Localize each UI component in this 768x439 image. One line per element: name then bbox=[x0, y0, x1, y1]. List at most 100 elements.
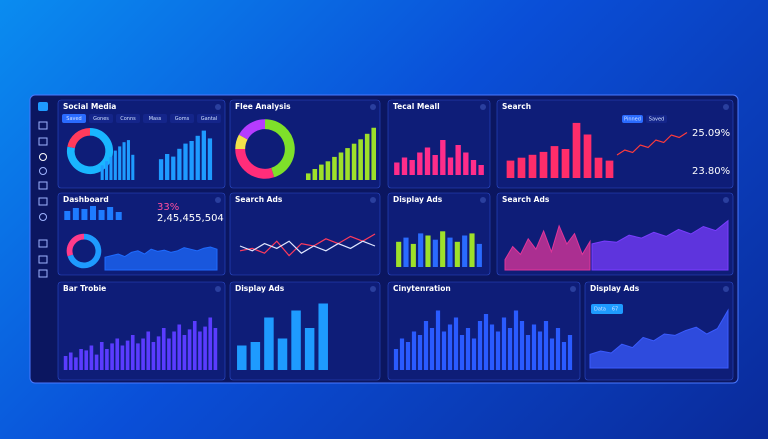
bar bbox=[495, 331, 501, 370]
panel-title: Flee Analysis bbox=[235, 102, 291, 111]
bar bbox=[177, 148, 182, 180]
bar bbox=[126, 140, 130, 180]
bar bbox=[525, 335, 531, 370]
bar bbox=[63, 356, 68, 370]
panel-menu[interactable] bbox=[480, 197, 486, 203]
panel-menu[interactable] bbox=[370, 104, 376, 110]
panel-menu[interactable] bbox=[723, 286, 729, 292]
nav-icon[interactable] bbox=[38, 269, 48, 278]
bar bbox=[110, 343, 114, 370]
nav-icon[interactable] bbox=[39, 153, 47, 161]
panel-title: Tecal Meall bbox=[393, 102, 440, 111]
tab-button[interactable] bbox=[170, 114, 194, 123]
panel-menu[interactable] bbox=[215, 197, 221, 203]
panel-title: Bar Trobie bbox=[63, 284, 106, 293]
bar bbox=[99, 342, 104, 370]
bar bbox=[122, 142, 126, 180]
bar bbox=[187, 329, 192, 370]
bar bbox=[478, 165, 484, 175]
panel bbox=[229, 192, 381, 276]
nav-icon[interactable] bbox=[38, 121, 48, 130]
bar bbox=[89, 345, 94, 370]
bar bbox=[141, 338, 145, 370]
bar bbox=[264, 317, 274, 370]
bar bbox=[423, 321, 429, 370]
panel-title: Search Ads bbox=[502, 195, 550, 204]
bar bbox=[115, 212, 122, 220]
bar bbox=[146, 331, 151, 370]
tab-button[interactable] bbox=[89, 114, 113, 123]
bar bbox=[440, 231, 446, 267]
logo bbox=[38, 102, 48, 111]
bar bbox=[513, 310, 519, 370]
nav-icon[interactable] bbox=[38, 255, 48, 264]
bar bbox=[506, 160, 515, 178]
donut-segment bbox=[66, 233, 85, 257]
donut-segment bbox=[235, 134, 248, 150]
bar bbox=[447, 157, 454, 175]
bar bbox=[418, 233, 424, 267]
bar bbox=[411, 331, 417, 370]
donut-segment bbox=[264, 119, 295, 178]
bar bbox=[435, 310, 441, 370]
panel bbox=[387, 192, 491, 276]
bar bbox=[432, 155, 438, 175]
bar bbox=[469, 233, 475, 267]
panel-menu[interactable] bbox=[480, 104, 486, 110]
bar bbox=[115, 338, 120, 370]
bar bbox=[237, 345, 247, 370]
panel-menu[interactable] bbox=[215, 104, 221, 110]
bar bbox=[165, 154, 170, 180]
bar bbox=[125, 340, 130, 370]
tab-button[interactable] bbox=[116, 114, 140, 123]
bar bbox=[105, 161, 109, 180]
bar bbox=[409, 160, 415, 175]
bar bbox=[120, 345, 125, 370]
panel-menu[interactable] bbox=[370, 197, 376, 203]
tab-button[interactable] bbox=[646, 115, 667, 123]
panel-menu[interactable] bbox=[370, 286, 376, 292]
tab-button[interactable] bbox=[62, 114, 86, 123]
bar bbox=[447, 237, 453, 267]
bar bbox=[203, 326, 207, 370]
nav-icon[interactable] bbox=[38, 239, 48, 248]
panel-menu[interactable] bbox=[215, 286, 221, 292]
sidebar bbox=[38, 102, 48, 278]
bar bbox=[470, 160, 477, 175]
bar bbox=[519, 321, 525, 370]
bar bbox=[371, 127, 377, 180]
tab-button[interactable] bbox=[143, 114, 167, 123]
bar bbox=[453, 317, 459, 370]
bar bbox=[167, 338, 171, 370]
bar bbox=[74, 357, 78, 370]
bar bbox=[399, 338, 405, 370]
nav-icon[interactable] bbox=[39, 167, 47, 175]
bar bbox=[81, 209, 88, 220]
panel-menu[interactable] bbox=[723, 104, 729, 110]
tab-button[interactable] bbox=[622, 115, 643, 123]
bar bbox=[539, 151, 548, 178]
nav-icon[interactable] bbox=[39, 213, 47, 221]
bar bbox=[213, 328, 218, 370]
panel bbox=[57, 99, 226, 189]
bar bbox=[207, 138, 213, 180]
panel-menu[interactable] bbox=[570, 286, 576, 292]
nav-icon[interactable] bbox=[38, 137, 48, 146]
bar bbox=[338, 152, 344, 180]
bar bbox=[136, 343, 140, 370]
bar bbox=[501, 317, 507, 370]
bar bbox=[507, 328, 513, 370]
bar bbox=[84, 350, 89, 370]
bar bbox=[447, 324, 453, 370]
bar bbox=[471, 338, 477, 370]
panel-title: Search Ads bbox=[235, 195, 283, 204]
bar bbox=[291, 310, 301, 370]
bar bbox=[100, 165, 104, 180]
nav-icon[interactable] bbox=[38, 197, 48, 206]
tab-button[interactable] bbox=[197, 114, 221, 123]
bar bbox=[567, 335, 573, 370]
nav-icon[interactable] bbox=[38, 181, 48, 190]
bar bbox=[489, 324, 495, 370]
panel-menu[interactable] bbox=[723, 197, 729, 203]
